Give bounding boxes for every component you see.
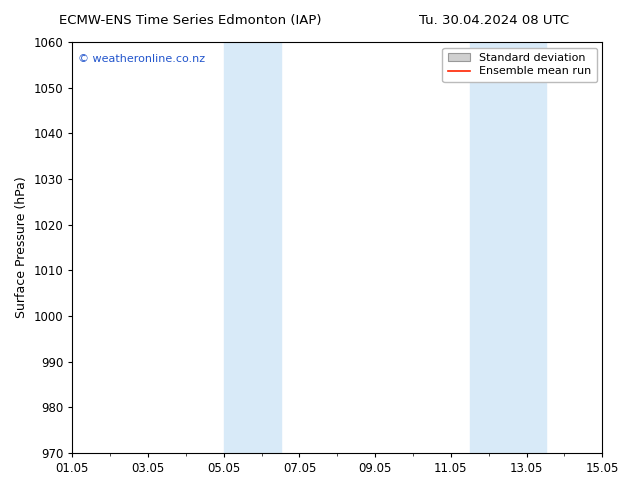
Text: © weatheronline.co.nz: © weatheronline.co.nz — [77, 54, 205, 64]
Text: Tu. 30.04.2024 08 UTC: Tu. 30.04.2024 08 UTC — [420, 14, 569, 27]
Bar — [470, 42, 545, 453]
Text: ECMW-ENS Time Series Edmonton (IAP): ECMW-ENS Time Series Edmonton (IAP) — [59, 14, 321, 27]
Legend: Standard deviation, Ensemble mean run: Standard deviation, Ensemble mean run — [443, 48, 597, 82]
Bar — [224, 42, 280, 453]
Y-axis label: Surface Pressure (hPa): Surface Pressure (hPa) — [15, 176, 28, 318]
